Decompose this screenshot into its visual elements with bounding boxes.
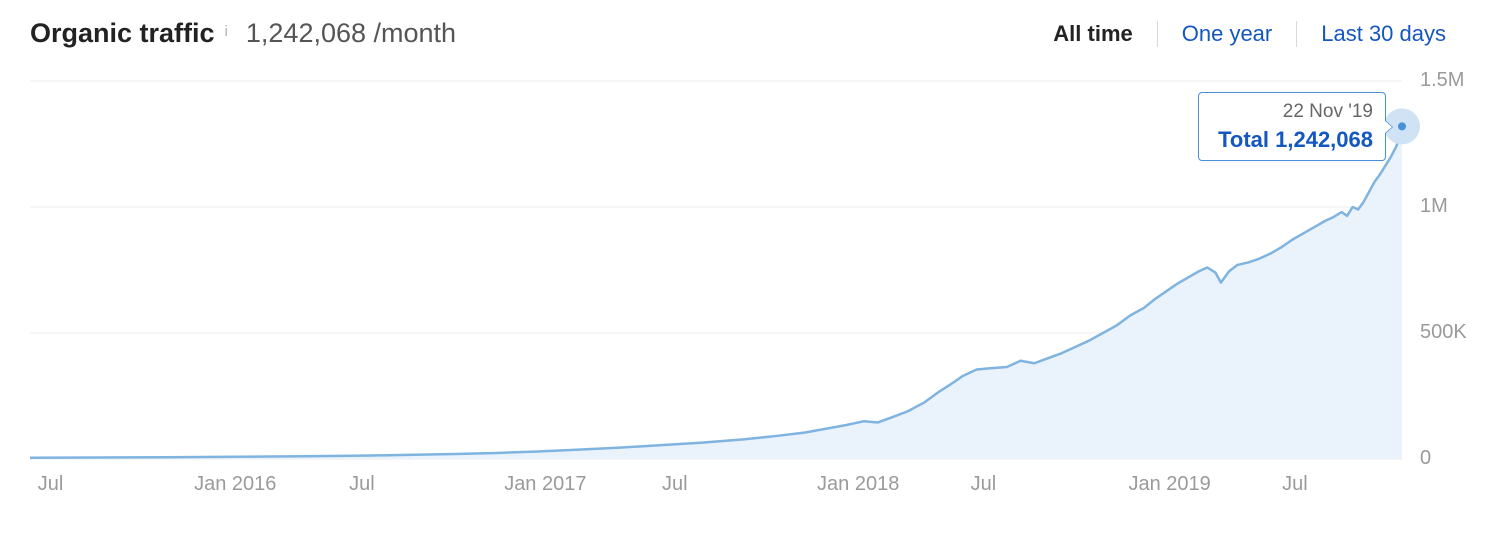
widget-header: Organic traffic i 1,242,068 /month All t… <box>30 18 1470 49</box>
month-traffic-value: 1,242,068 /month <box>246 18 456 49</box>
x-axis-label: Jan 2016 <box>194 473 276 496</box>
chart-area: 0 500K 1M 1.5M Jul Jan 2016 Jul Jan 2017 Jul Jan… <box>30 71 1470 511</box>
tab-one-year[interactable]: One year <box>1158 23 1297 45</box>
x-axis-label: Jul <box>38 473 64 496</box>
y-axis-label: 500K <box>1420 321 1467 344</box>
x-axis-label: Jul <box>971 473 997 496</box>
organic-traffic-widget: Organic traffic i 1,242,068 /month All t… <box>0 0 1500 543</box>
x-axis-label: Jul <box>1282 473 1308 496</box>
tab-all-time[interactable]: All time <box>1029 23 1156 45</box>
tooltip-date: 22 Nov '19 <box>1211 99 1373 125</box>
tab-last-30-days[interactable]: Last 30 days <box>1297 23 1470 45</box>
y-axis-label: 1.5M <box>1420 69 1464 92</box>
x-axis-label: Jan 2017 <box>504 473 586 496</box>
x-axis-label: Jan 2018 <box>817 473 899 496</box>
y-axis-label: 0 <box>1420 447 1431 470</box>
widget-title: Organic traffic <box>30 18 215 49</box>
x-axis-label: Jul <box>349 473 375 496</box>
y-axis-label: 1M <box>1420 195 1448 218</box>
tooltip-total: Total 1,242,068 <box>1211 125 1373 155</box>
header-title-group: Organic traffic i 1,242,068 /month <box>30 18 456 49</box>
x-axis-label: Jul <box>662 473 688 496</box>
info-icon[interactable]: i <box>225 23 228 40</box>
time-range-tabs: All timeOne yearLast 30 days <box>1029 21 1470 47</box>
x-axis-label: Jan 2019 <box>1128 473 1210 496</box>
chart-tooltip: 22 Nov '19 Total 1,242,068 <box>1198 92 1386 161</box>
